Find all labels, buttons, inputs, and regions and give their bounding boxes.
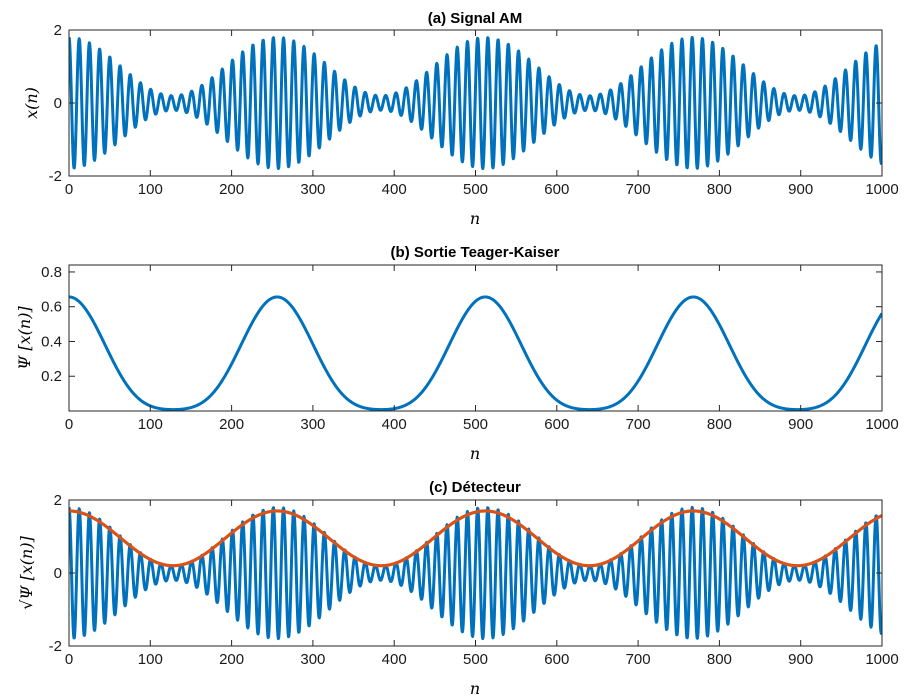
- panel-b-teager-line: [69, 295, 882, 411]
- panel-c: (c) Détecteur 0 100 200 300 400 500 600 700 800 9…: [17, 479, 899, 698]
- panel-c-xtick-label: 400: [382, 651, 407, 668]
- panel-c-xtick-label: 900: [788, 651, 813, 668]
- panel-b-title: (b) Sortie Teager-Kaiser: [391, 244, 560, 261]
- panel-b-ylabel: Ψ [x(n)]: [15, 306, 34, 370]
- panel-c-xtick-label: 0: [65, 651, 73, 668]
- panel-a-xtick-label: 800: [707, 181, 732, 198]
- panel-c-xtick-label: 1000: [865, 651, 898, 668]
- panel-b-xtick-label: 300: [300, 416, 325, 433]
- panel-c-xlabel: n: [470, 679, 480, 698]
- panel-c-xtick-label: 500: [463, 651, 488, 668]
- panel-a-ytick-label: -2: [49, 168, 62, 185]
- panel-b-xtick-label: 500: [463, 416, 488, 433]
- panel-c-xtick-label: 800: [707, 651, 732, 668]
- panel-c-envelope-line: [69, 509, 882, 568]
- panel-a-plot-area: 0 100 200 300 400 500 600 700 800 900 1000-202: [49, 22, 899, 198]
- panel-c-plot-area: 0 100 200 300 400 500 600 700 800 900 1000-202: [49, 492, 899, 668]
- panel-c-ylabel: √Ψ [x(n)]: [17, 535, 36, 609]
- panel-c-xtick-label: 100: [138, 651, 163, 668]
- panel-c-signal-line: [69, 505, 882, 641]
- panel-a-xtick-label: 300: [300, 181, 325, 198]
- panel-a-xtick-label: 500: [463, 181, 488, 198]
- panel-b-ytick-label: 0.6: [41, 299, 62, 316]
- panel-a-ytick-label: 0: [54, 95, 62, 112]
- panel-b-xtick-label: 600: [544, 416, 569, 433]
- panel-c-xtick-label: 600: [544, 651, 569, 668]
- panel-c-ytick-label: -2: [49, 638, 62, 655]
- panel-b-xtick-label: 800: [707, 416, 732, 433]
- panel-b-ytick-label: 0.8: [41, 264, 62, 281]
- panel-b: (b) Sortie Teager-Kaiser 0 100 200 300 400 50…: [15, 244, 899, 463]
- panel-c-ytick-label: 2: [54, 492, 62, 509]
- panel-a-xtick-label: 200: [219, 181, 244, 198]
- panel-c-xtick-label: 200: [219, 651, 244, 668]
- panel-a-xtick-label: 1000: [865, 181, 898, 198]
- panel-a-xtick-label: 700: [626, 181, 651, 198]
- panel-b-xtick-label: 100: [138, 416, 163, 433]
- panel-a: (a) Signal AM 0 100 200 300 400 500 600 700 800 9…: [22, 10, 899, 228]
- panel-c-xtick-label: 300: [300, 651, 325, 668]
- panel-a-xlabel: n: [470, 209, 480, 228]
- panel-b-ytick-label: 0.4: [41, 333, 62, 350]
- panel-b-ytick-label: 0.2: [41, 368, 62, 385]
- panel-a-ylabel: x(n): [22, 87, 41, 119]
- panel-c-title: (c) Détecteur: [429, 479, 521, 496]
- panel-b-series-group: [69, 295, 882, 411]
- panel-a-series-group: [69, 35, 882, 171]
- panel-a-xtick-label: 0: [65, 181, 73, 198]
- panel-b-xtick-label: 1000: [865, 416, 898, 433]
- panel-a-xtick-label: 100: [138, 181, 163, 198]
- panel-a-xtick-label: 600: [544, 181, 569, 198]
- panel-b-xtick-label: 400: [382, 416, 407, 433]
- panel-b-xtick-label: 0: [65, 416, 73, 433]
- panel-b-xlabel: n: [470, 444, 480, 463]
- panel-a-ytick-label: 2: [54, 22, 62, 39]
- panel-b-xtick-label: 900: [788, 416, 813, 433]
- panel-a-xtick-label: 400: [382, 181, 407, 198]
- panel-b-xtick-label: 700: [626, 416, 651, 433]
- panel-c-ytick-label: 0: [54, 565, 62, 582]
- panel-b-xtick-label: 200: [219, 416, 244, 433]
- panel-a-title: (a) Signal AM: [428, 10, 522, 27]
- panel-c-series-group: [69, 505, 882, 641]
- panel-a-signal-line: [69, 35, 882, 171]
- panel-a-xtick-label: 900: [788, 181, 813, 198]
- panel-b-axes-box: [68, 264, 883, 412]
- panel-c-xtick-label: 700: [626, 651, 651, 668]
- panel-b-plot-area: 0 100 200 300 400 500 600 700 800 900 1000 0.2 0.4 0.…: [41, 264, 899, 433]
